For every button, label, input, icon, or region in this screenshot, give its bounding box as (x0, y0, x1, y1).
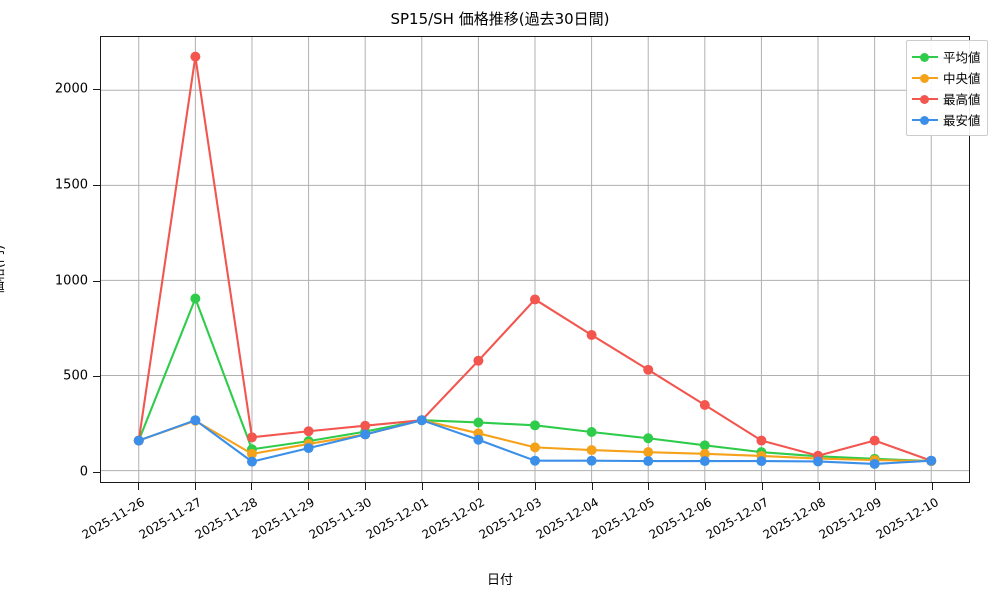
y-tick-mark (93, 471, 100, 473)
data-point-marker (530, 455, 540, 466)
data-point-marker (813, 456, 824, 467)
data-point-marker (869, 458, 880, 469)
x-tick-label: 2025-11-26 (79, 495, 147, 542)
x-tick-mark (761, 483, 763, 490)
x-tick-label: 2025-12-04 (533, 495, 601, 542)
series-lines (133, 51, 937, 469)
data-point-marker (756, 456, 767, 467)
x-tick-mark (364, 483, 366, 490)
legend-marker-icon (912, 93, 938, 105)
legend-item-3[interactable]: 最高値 (912, 88, 981, 109)
data-point-marker (190, 51, 201, 62)
data-point-marker (586, 427, 597, 437)
data-point-marker (699, 399, 710, 410)
x-tick-mark (875, 483, 877, 490)
data-point-marker (360, 420, 371, 431)
legend-label: 最高値 (943, 92, 981, 107)
legend-item-4[interactable]: 最安値 (912, 109, 981, 130)
data-point-marker (133, 435, 144, 446)
y-tick-label: 1000 (54, 273, 88, 288)
data-point-marker (190, 415, 201, 426)
data-point-marker (699, 456, 710, 467)
legend-label: 最安値 (943, 113, 981, 128)
legend-label: 中央値 (943, 71, 981, 86)
x-tick-mark (705, 483, 707, 490)
x-tick-mark (308, 483, 310, 490)
legend-item-2[interactable]: 中央値 (912, 67, 981, 88)
data-point-marker (586, 330, 597, 340)
x-tick-label: 2025-12-10 (873, 495, 942, 542)
x-tick-label: 2025-12-06 (646, 495, 715, 542)
data-point-marker (699, 448, 710, 459)
data-point-marker (473, 355, 484, 366)
x-tick-mark (535, 483, 536, 490)
chart-title: SP15/SH 価格推移(過去30日間) (390, 10, 610, 28)
y-tick-mark (93, 280, 100, 282)
plot-area (100, 36, 970, 483)
x-tick-label: 2025-11-28 (192, 495, 261, 542)
y-tick-label: 1500 (54, 177, 88, 193)
x-tick-mark (421, 483, 423, 490)
data-point-marker (530, 442, 540, 453)
legend-marker-icon (912, 51, 938, 63)
series-line (137, 55, 933, 462)
y-tick-label: 0 (79, 464, 88, 480)
data-point-marker (416, 415, 427, 426)
x-tick-mark (478, 483, 480, 490)
x-tick-label: 2025-11-29 (249, 495, 318, 542)
x-tick-mark (818, 483, 820, 490)
data-point-marker (190, 293, 201, 304)
data-point-marker (303, 426, 314, 437)
data-point-marker (643, 364, 654, 375)
data-point-marker (643, 447, 654, 458)
x-tick-mark (932, 483, 934, 490)
x-tick-label: 2025-12-07 (703, 495, 771, 542)
x-tick-label: 2025-12-02 (419, 495, 488, 542)
x-tick-label: 2025-12-03 (476, 495, 544, 542)
x-tick-mark (137, 483, 139, 490)
legend-label: 平均値 (943, 50, 981, 65)
x-tick-mark (194, 483, 196, 490)
legend-item-1[interactable]: 平均値 (912, 46, 981, 67)
y-tick-mark (93, 89, 100, 91)
data-point-marker (869, 435, 880, 446)
data-point-marker (246, 456, 257, 467)
data-point-marker (303, 443, 314, 454)
x-tick-label: 2025-12-01 (363, 495, 431, 542)
data-point-marker (756, 435, 767, 446)
legend-marker-icon (912, 114, 938, 126)
x-tick-mark (648, 483, 650, 490)
legend-marker-icon (912, 72, 938, 84)
x-tick-mark (251, 483, 253, 490)
x-tick-label: 2025-11-30 (306, 495, 374, 542)
x-tick-label: 2025-12-05 (590, 495, 658, 542)
data-point-marker (530, 294, 540, 305)
x-tick-label: 2025-12-08 (760, 495, 828, 542)
x-tick-label: 2025-11-27 (136, 495, 204, 542)
x-tick-mark (591, 483, 593, 490)
data-point-marker (530, 420, 540, 431)
data-point-marker (699, 440, 710, 451)
x-axis-label: 日付 (486, 573, 513, 588)
chart-legend: 平均値中央値最高値最安値 (906, 40, 988, 136)
data-point-marker (473, 417, 484, 428)
data-point-marker (246, 448, 257, 459)
data-point-marker (246, 432, 257, 443)
x-tick-label: 2025-12-09 (817, 495, 885, 542)
data-point-marker (473, 434, 484, 445)
grid-lines (101, 37, 969, 482)
data-point-marker (586, 455, 597, 466)
y-tick-label: 500 (63, 368, 88, 384)
data-point-marker (926, 455, 937, 466)
data-point-marker (360, 429, 371, 440)
data-point-marker (643, 456, 654, 467)
y-tick-mark (93, 185, 100, 186)
data-point-marker (586, 445, 597, 456)
y-axis-label: 価格(円) (0, 244, 8, 295)
y-tick-label: 2000 (54, 81, 88, 97)
data-point-marker (643, 433, 654, 444)
y-tick-mark (93, 376, 100, 378)
